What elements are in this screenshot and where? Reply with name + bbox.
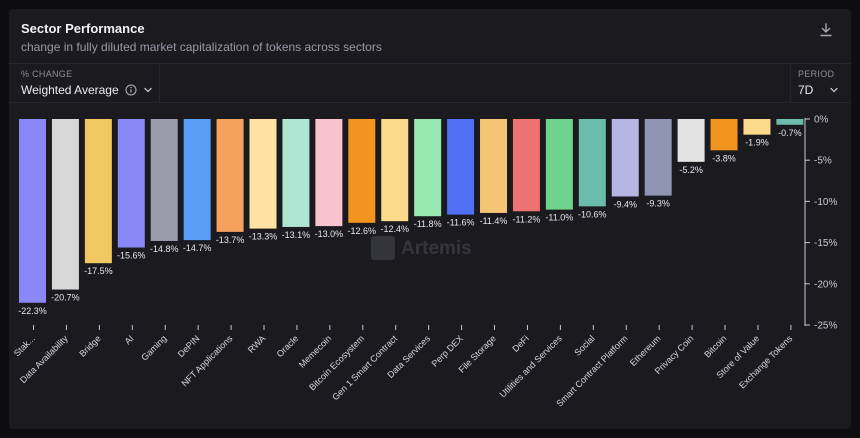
x-tick-label: Gaming [139, 333, 168, 362]
period-dropdown[interactable]: 7D [798, 83, 839, 97]
y-tick-label: -20% [814, 279, 837, 290]
bar-value-label: -11.4% [480, 216, 508, 226]
bar[interactable] [545, 119, 573, 210]
bar-value-label: -9.4% [613, 199, 637, 209]
bar-value-label: -22.3% [18, 306, 47, 316]
bar[interactable] [611, 119, 639, 197]
x-tick-label: Oracle [275, 333, 301, 359]
x-tick-label: Social [572, 333, 596, 357]
y-tick-label: -15% [814, 238, 837, 249]
chart-title: Sector Performance [21, 21, 145, 36]
bar-value-label: -17.5% [84, 266, 113, 276]
bar-value-label: -14.7% [183, 243, 212, 253]
bar-value-label: -12.4% [380, 224, 409, 234]
x-tick-label: Utilities and Services [498, 333, 564, 399]
bar-value-label: -14.8% [150, 244, 179, 254]
x-tick-label: Bitcoin [702, 333, 728, 359]
bar[interactable] [644, 119, 672, 196]
bar-value-label: -9.3% [646, 199, 670, 209]
bar-value-label: -11.8% [414, 219, 442, 229]
bar-value-label: -5.2% [679, 165, 703, 175]
bar[interactable] [447, 119, 475, 215]
x-tick-label: AI [123, 333, 136, 346]
bar[interactable] [776, 119, 804, 125]
bars-layer: -22.3%Stak...-20.7%Data Availability-17.… [12, 119, 804, 409]
chart-controls: % CHANGE Weighted Average PERIOD 7D [9, 63, 851, 103]
bar-value-label: -11.6% [447, 218, 475, 228]
x-tick-label: RWA [246, 333, 268, 355]
y-tick-label: 0% [814, 115, 829, 126]
bar[interactable] [348, 119, 376, 223]
x-tick-label: Gen 1 Smart Contract [330, 333, 399, 402]
bar-value-label: -20.7% [51, 293, 80, 303]
bar[interactable] [578, 119, 606, 207]
bar-value-label: -0.7% [778, 128, 802, 138]
bar[interactable] [743, 119, 771, 135]
bar[interactable] [150, 119, 178, 241]
bar[interactable] [315, 119, 343, 227]
period-value: 7D [798, 83, 814, 97]
chart-subtitle: change in fully diluted market capitaliz… [21, 40, 382, 54]
bar[interactable] [282, 119, 310, 227]
bar[interactable] [117, 119, 145, 248]
bar[interactable] [51, 119, 79, 290]
bar[interactable] [216, 119, 244, 232]
x-tick-label: Bridge [77, 333, 102, 358]
period-label: PERIOD [798, 69, 835, 79]
y-tick-label: -10% [814, 197, 837, 208]
bar-value-label: -13.1% [282, 230, 311, 240]
bar-chart: Artemis -22.3%Stak...-20.7%Data Availabi… [12, 115, 838, 409]
change-value: Weighted Average [21, 83, 119, 97]
download-icon [820, 23, 832, 37]
bar[interactable] [381, 119, 409, 222]
x-tick-label: DeFi [510, 333, 531, 354]
bar-value-label: -13.7% [216, 235, 245, 245]
y-tick-label: -5% [814, 156, 832, 167]
chevron-down-icon [830, 87, 838, 93]
change-label: % CHANGE [21, 69, 73, 79]
bar-value-label: -3.8% [712, 153, 736, 163]
chevron-down-icon [143, 87, 152, 93]
bar-value-label: -15.6% [117, 251, 146, 261]
x-tick-label: Stak... [12, 333, 37, 358]
sector-performance-card: Sector Performance change in fully dilut… [9, 9, 851, 429]
bar-value-label: -12.6% [348, 226, 377, 236]
bar[interactable] [19, 119, 46, 303]
bar-value-label: -10.6% [578, 209, 607, 219]
bar[interactable] [249, 119, 277, 229]
watermark: Artemis [371, 236, 472, 260]
y-tick-label: -25% [814, 321, 837, 332]
bar-value-label: -11.2% [513, 214, 541, 224]
info-icon[interactable] [125, 84, 137, 96]
period-selector: PERIOD 7D [790, 64, 852, 102]
bar[interactable] [84, 119, 112, 264]
bar[interactable] [480, 119, 508, 213]
bar[interactable] [710, 119, 738, 151]
bar-value-label: -11.0% [545, 213, 573, 223]
change-selector: % CHANGE Weighted Average [9, 64, 160, 102]
watermark-text: Artemis [401, 238, 472, 259]
bar-value-label: -13.0% [315, 229, 344, 239]
change-dropdown[interactable]: Weighted Average [21, 83, 153, 97]
download-button[interactable] [815, 19, 837, 41]
bar[interactable] [512, 119, 540, 212]
bar[interactable] [677, 119, 705, 162]
y-axis: 0% -5% -10% -15% -20% -25% [804, 115, 837, 332]
bar-value-label: -13.3% [249, 232, 278, 242]
x-tick-label: DePIN [176, 333, 202, 359]
bar[interactable] [183, 119, 211, 241]
x-tick-label: Ethereum [628, 333, 663, 368]
bar[interactable] [414, 119, 442, 217]
bar-value-label: -1.9% [745, 138, 769, 148]
artemis-logo-icon [371, 236, 395, 260]
